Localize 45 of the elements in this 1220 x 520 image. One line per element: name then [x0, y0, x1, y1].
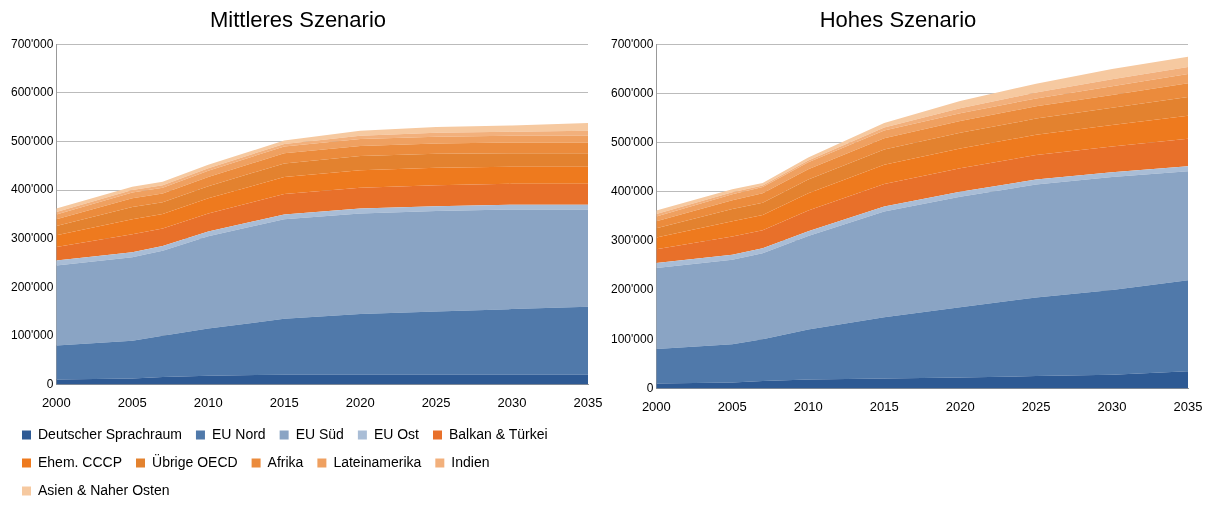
x-tick-label: 2035 — [1173, 398, 1203, 414]
y-tick-label: 300'000 — [610, 233, 654, 248]
legend-label: Übrige OECD — [152, 452, 238, 470]
y-tick-label: 700'000 — [610, 36, 654, 51]
legend-label: Deutscher Sprachraum — [38, 425, 182, 442]
x-tick-label: 2010 — [793, 398, 823, 414]
y-tick-label: 700'000 — [10, 36, 54, 51]
x-tick-label: 2005 — [717, 398, 747, 414]
y-tick-label: 300'000 — [10, 231, 54, 245]
y-tick-label: 200'000 — [610, 282, 654, 297]
x-tick-label: 2015 — [869, 398, 899, 414]
legend-label: Ehem. CCCP — [38, 453, 123, 470]
legend-label: Asien & Naher Osten — [38, 481, 170, 498]
x-tick-label: 2035 — [573, 394, 603, 410]
x-tick-label: 2010 — [193, 394, 223, 410]
x-tick-label: 2020 — [945, 398, 975, 414]
legend-label: EU Ost — [373, 425, 420, 442]
x-tick-label: 2005 — [117, 394, 147, 410]
y-tick-label: 400'000 — [10, 182, 54, 197]
chart-title: Hohes Szenario — [819, 7, 977, 33]
y-tick-label: 600'000 — [10, 85, 54, 100]
x-tick-label: 2025 — [421, 394, 451, 410]
x-tick-label: 2030 — [1097, 398, 1127, 414]
y-tick-label: 0 — [646, 380, 654, 395]
y-tick-label: 0 — [46, 376, 54, 391]
x-tick-label: 2020 — [345, 394, 375, 410]
legend-label: Lateinamerika — [333, 453, 422, 470]
x-tick-label: 2000 — [641, 398, 671, 414]
y-tick-label: 500'000 — [10, 133, 54, 148]
y-tick-label: 100'000 — [610, 331, 654, 346]
x-tick-label: 2000 — [41, 394, 71, 410]
chart-title: Mittleres Szenario — [209, 7, 387, 33]
y-tick-label: 400'000 — [610, 184, 654, 199]
legend-label: Balkan & Türkei — [449, 425, 548, 442]
legend-label: EU Nord — [211, 425, 266, 442]
y-tick-label: 200'000 — [10, 279, 54, 294]
x-tick-label: 2025 — [1021, 398, 1051, 414]
x-tick-label: 2015 — [269, 394, 299, 410]
y-tick-label: 600'000 — [610, 85, 654, 100]
legend-label: EU Süd — [295, 425, 344, 442]
x-tick-label: 2030 — [497, 394, 527, 410]
y-tick-label: 100'000 — [10, 328, 54, 343]
legend-label: Indien — [451, 453, 490, 470]
legend-label: Afrika — [267, 453, 304, 470]
y-tick-label: 500'000 — [610, 135, 654, 149]
